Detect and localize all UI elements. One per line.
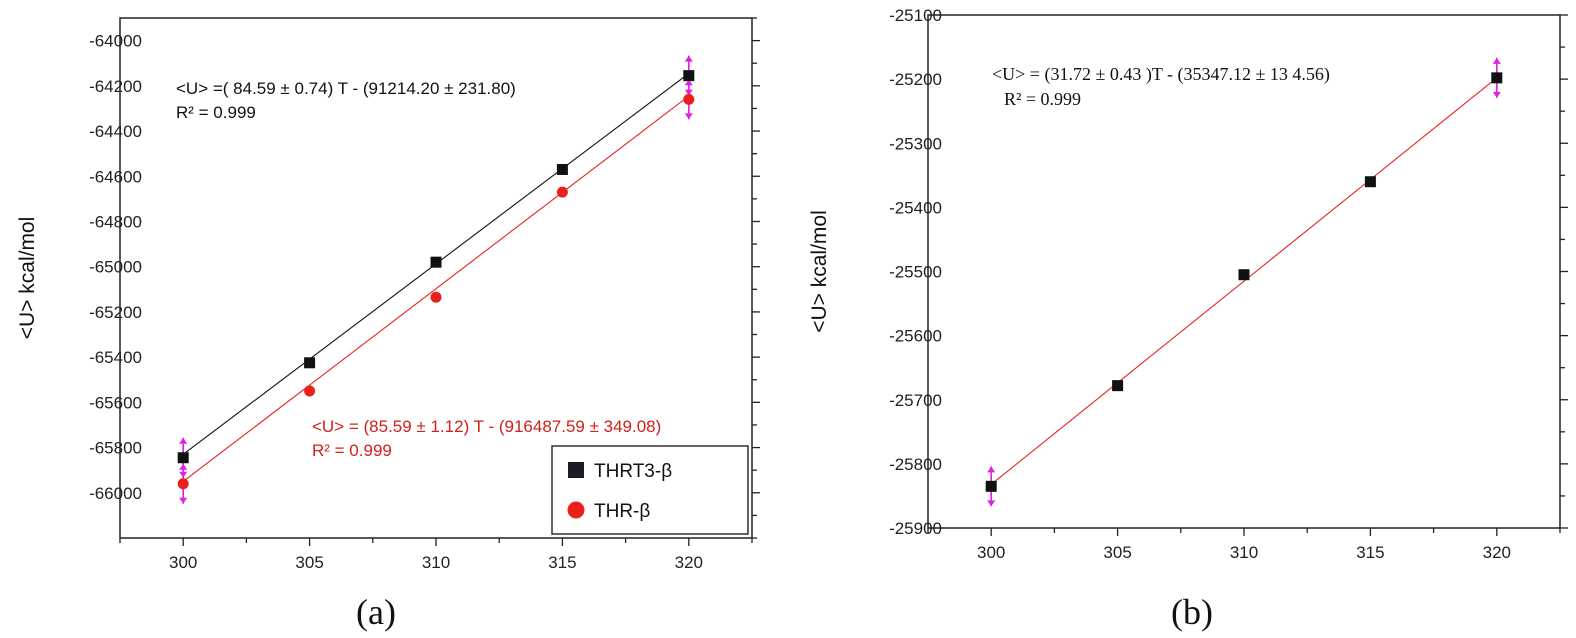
x-tick-label: 305 — [1103, 543, 1131, 562]
legend-label: THRT3-β — [594, 461, 672, 482]
error-bar-arrow — [684, 55, 693, 62]
data-point — [556, 186, 568, 198]
y-tick-label: -25600 — [889, 327, 942, 346]
x-tick-label: 320 — [675, 553, 703, 572]
y-tick-label: -64400 — [89, 122, 142, 141]
y-tick-label: -25200 — [889, 70, 942, 89]
x-tick-label: 305 — [295, 553, 323, 572]
fit-line — [990, 77, 1498, 485]
y-tick-label: -64800 — [89, 212, 142, 231]
error-bar-arrow — [179, 463, 188, 470]
data-point — [556, 163, 568, 175]
fit-equation: <U> =( 84.59 ± 0.74) T - (91214.20 ± 231… — [176, 79, 516, 98]
y-axis-label: <U> kcal/mol — [16, 217, 39, 340]
error-bar-arrow — [987, 466, 996, 473]
legend-label: THR-β — [594, 501, 650, 522]
x-tick-label: 310 — [1230, 543, 1258, 562]
panel-label: (a) — [356, 592, 396, 632]
fit-equation: <U> = (31.72 ± 0.43 )T - (35347.12 ± 13 … — [992, 64, 1330, 85]
data-point — [1364, 176, 1376, 188]
data-point — [177, 478, 189, 490]
data-point — [177, 452, 189, 464]
r-squared: R² = 0.999 — [312, 441, 392, 460]
y-tick-label: -65600 — [89, 393, 142, 412]
error-bar-arrow — [1492, 57, 1501, 64]
y-tick-label: -65200 — [89, 303, 142, 322]
data-point — [1238, 269, 1250, 281]
y-tick-label: -25900 — [889, 519, 942, 538]
x-tick-label: 300 — [169, 553, 197, 572]
y-tick-label: -25100 — [889, 6, 942, 25]
y-tick-label: -25400 — [889, 198, 942, 217]
y-axis-label: <U> kcal/mol — [808, 210, 831, 333]
data-point — [985, 480, 997, 492]
error-bar-arrow — [179, 437, 188, 444]
y-tick-label: -64000 — [89, 32, 142, 51]
x-tick-label: 320 — [1483, 543, 1511, 562]
x-tick-label: 300 — [977, 543, 1005, 562]
y-tick-label: -66000 — [89, 484, 142, 503]
y-tick-label: -25800 — [889, 455, 942, 474]
chart-panel-a: 300 305 310 315 320 -64000 -64200 -64400 -64600 -… — [16, 17, 760, 632]
y-tick-label: -64200 — [89, 77, 142, 96]
data-point — [1112, 380, 1124, 392]
y-tick-label: -25700 — [889, 391, 942, 410]
error-bar-arrow — [179, 497, 188, 504]
r-squared: R² = 0.999 — [176, 103, 256, 122]
error-bar-arrow — [987, 500, 996, 507]
y-tick-label: -65800 — [89, 439, 142, 458]
data-point — [683, 93, 695, 105]
legend-box — [551, 445, 749, 535]
data-point — [430, 256, 442, 268]
error-bar-arrow — [684, 113, 693, 120]
legend-marker — [567, 501, 585, 519]
fit-line — [182, 95, 690, 482]
chart-panel-b: 300 305 310 315 320 -25100 -25200 -25300 -25400 -… — [808, 6, 1568, 632]
y-tick-label: -65000 — [89, 258, 142, 277]
error-bar-arrow — [1492, 91, 1501, 98]
x-tick-label: 315 — [1356, 543, 1384, 562]
y-tick-label: -65400 — [89, 348, 142, 367]
data-point — [1491, 72, 1503, 84]
panel-label: (b) — [1171, 592, 1213, 632]
y-tick-label: -25300 — [889, 134, 942, 153]
y-tick-label: -64600 — [89, 167, 142, 186]
r-squared: R² = 0.999 — [1004, 89, 1081, 109]
legend-marker — [568, 462, 584, 478]
legend: THRT3-β THR-β — [551, 445, 749, 535]
fit-equation: <U> = (85.59 ± 1.12) T - (916487.59 ± 34… — [312, 417, 661, 436]
data-point — [304, 357, 316, 369]
error-bar-arrow — [684, 79, 693, 86]
data-point — [430, 291, 442, 303]
y-tick-label: -25500 — [889, 263, 942, 282]
data-point — [683, 70, 695, 82]
x-tick-label: 310 — [422, 553, 450, 572]
data-point — [304, 385, 316, 397]
x-tick-label: 315 — [548, 553, 576, 572]
